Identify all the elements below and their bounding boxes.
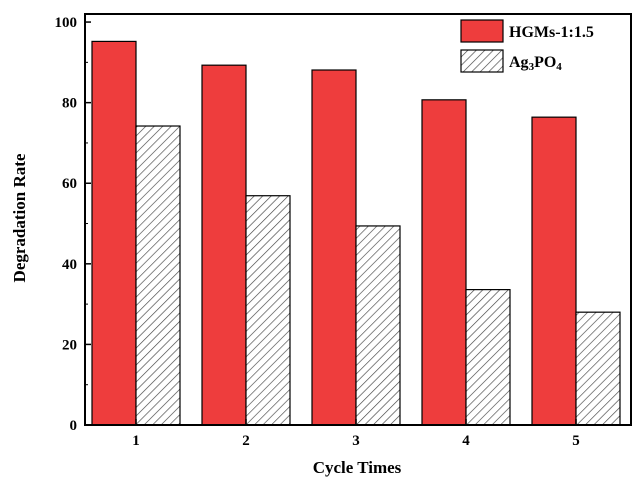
bar-hgms-cycle-1: [91, 40, 137, 426]
y-tick-label: 20: [62, 337, 77, 353]
bar-ag3po4-cycle-4: [465, 289, 511, 426]
bar-ag3po4-cycle-5: [575, 311, 621, 426]
y-axis-label: Degradation Rate: [10, 153, 29, 282]
y-tick-label: 80: [62, 96, 77, 112]
ticks-layer: 1 2 3 4 5 0 20 40 60 80 100: [55, 15, 580, 449]
y-tick-label: 100: [55, 15, 78, 31]
bar-ag3po4-cycle-3: [355, 225, 401, 426]
bars-layer: [91, 40, 621, 426]
legend-label-hgms: HGMs-1:1.5: [509, 24, 594, 41]
legend-swatch-ag3po4: [460, 49, 504, 73]
bar-hgms-cycle-3: [311, 69, 357, 426]
x-tick-label: 1: [132, 433, 140, 449]
y-tick-label: 60: [62, 176, 77, 192]
legend: HGMs-1:1.5 Ag3PO4: [460, 19, 594, 73]
bar-hgms-cycle-4: [421, 99, 467, 426]
legend-swatch-hgms: [460, 19, 504, 43]
x-tick-label: 4: [462, 433, 470, 449]
y-tick-label: 40: [62, 257, 77, 273]
legend-label-ag3po4: Ag3PO4: [509, 54, 562, 73]
x-tick-label: 3: [352, 433, 360, 449]
plot-frame: [84, 13, 632, 426]
bar-hgms-cycle-2: [201, 64, 247, 426]
y-tick-label: 0: [70, 418, 78, 434]
x-tick-label: 2: [242, 433, 250, 449]
bar-ag3po4-cycle-1: [135, 125, 181, 426]
bar-hgms-cycle-5: [531, 116, 577, 426]
x-tick-label: 5: [572, 433, 580, 449]
x-axis-label: Cycle Times: [313, 458, 402, 477]
bar-ag3po4-cycle-2: [245, 195, 291, 426]
